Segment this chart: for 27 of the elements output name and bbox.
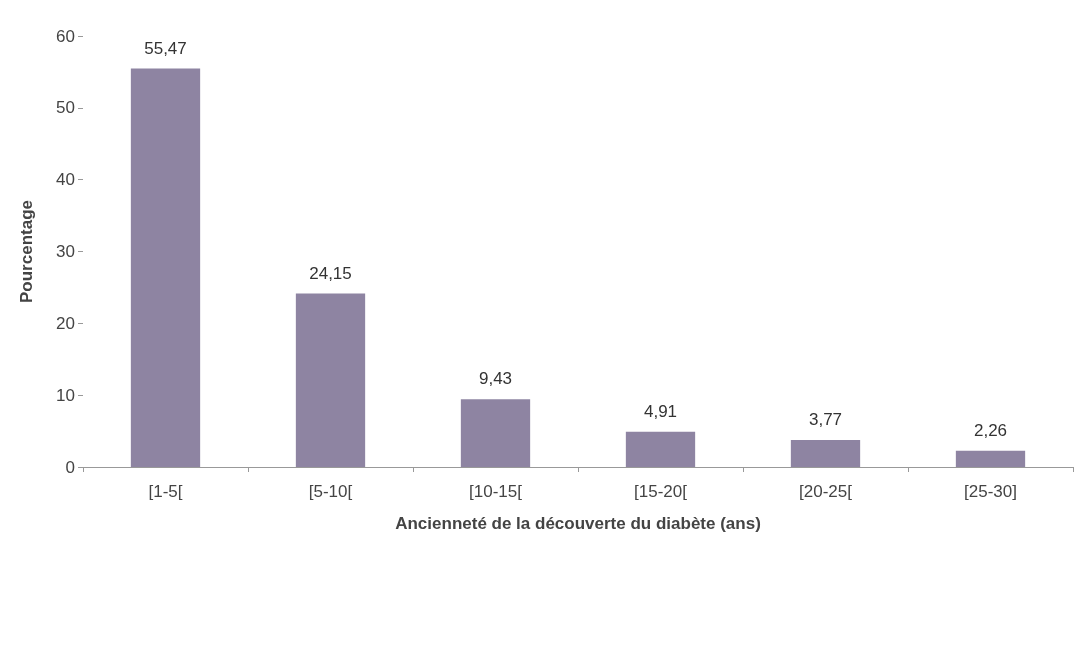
data-label: 4,91 <box>643 401 678 421</box>
y-axis-title: Pourcentage <box>17 200 36 303</box>
bar <box>460 399 531 467</box>
bar <box>295 293 366 467</box>
x-axis-title: Ancienneté de la découverte du diabète (ans) <box>395 514 761 533</box>
y-tick-label: 20 <box>56 313 75 333</box>
y-tick-label: 0 <box>65 457 75 477</box>
bar <box>625 431 696 467</box>
data-label: 24,15 <box>309 263 352 283</box>
x-tick-label: [1-5[ <box>148 482 183 501</box>
y-tick-label: 30 <box>56 242 75 261</box>
y-tick-label: 50 <box>56 98 75 118</box>
data-label: 2,26 <box>973 420 1008 440</box>
x-tick-label: [5-10[ <box>308 482 353 501</box>
y-tick-label: 40 <box>56 170 75 190</box>
bar <box>790 439 861 467</box>
data-label: 55,47 <box>144 38 187 58</box>
data-label: 9,43 <box>478 369 513 389</box>
x-tick-label: [10-15[ <box>469 482 523 501</box>
x-tick-label: [25-30] <box>964 482 1017 501</box>
data-label: 3,77 <box>808 409 843 429</box>
x-tick-label: [20-25[ <box>799 482 853 501</box>
x-tick-label: [15-20[ <box>634 482 688 501</box>
bar <box>130 68 201 467</box>
y-tick-label: 60 <box>56 26 75 46</box>
y-tick-label: 10 <box>56 385 75 405</box>
bar <box>955 450 1026 467</box>
